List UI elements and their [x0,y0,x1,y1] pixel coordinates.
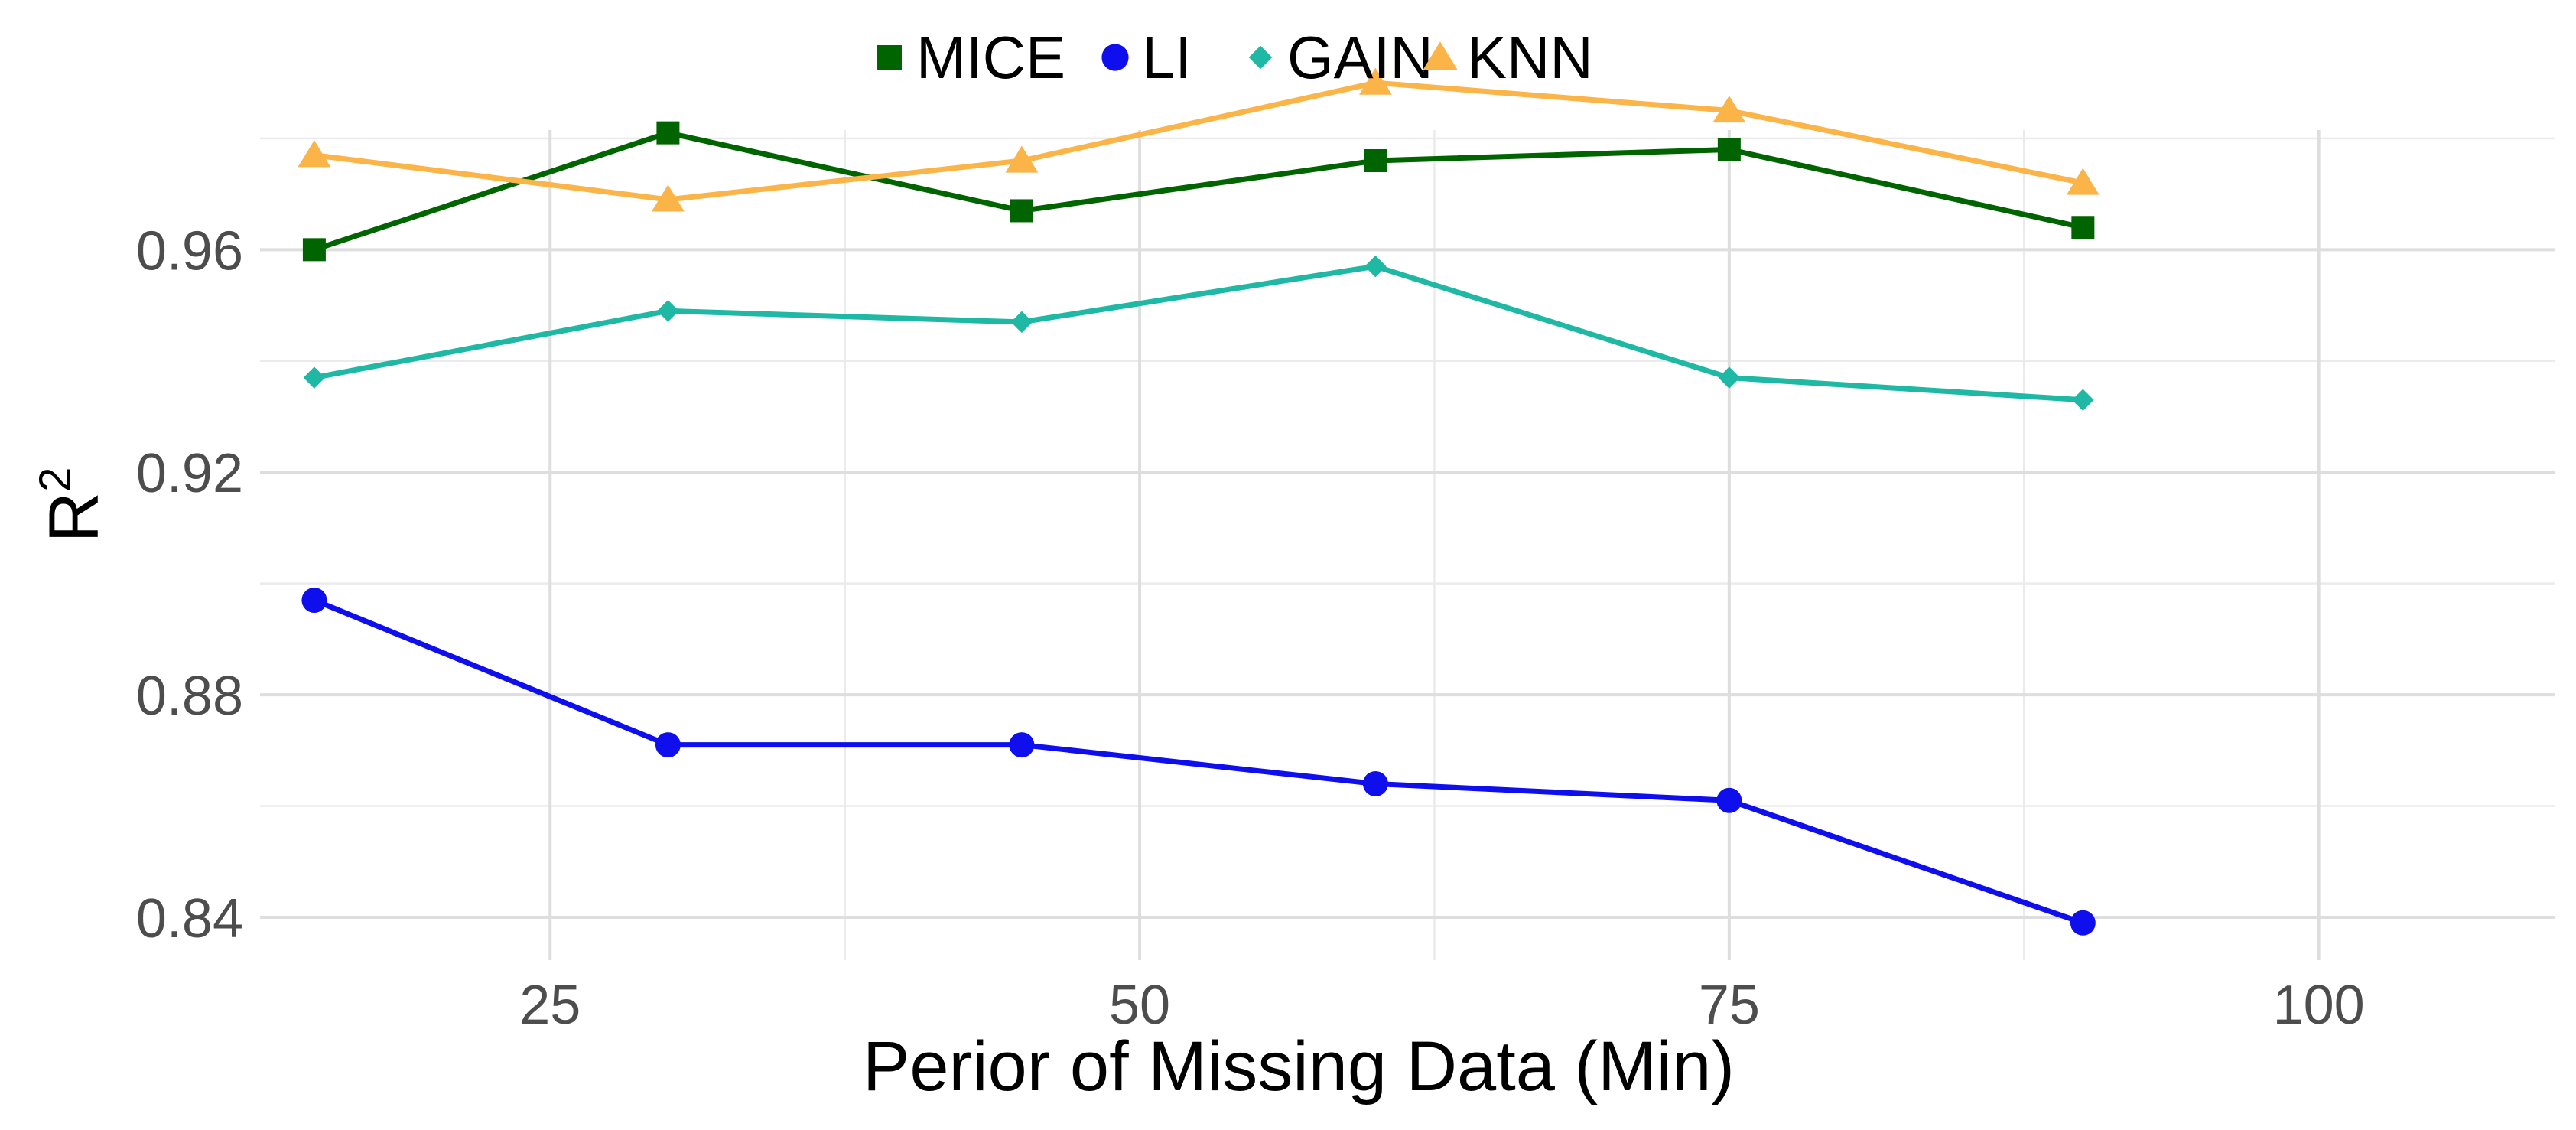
x-tick-label: 100 [2273,975,2365,1036]
data-point-li [1362,770,1388,796]
data-point-li [2070,910,2096,936]
data-point-gain [1718,366,1741,389]
data-point-li [1716,787,1742,813]
legend-item-mice: MICE [877,24,1065,91]
axis-layer: Perior of Missing Data (Min) R2 25 50 75 10… [31,220,2365,1106]
series-line-gain [314,263,2083,403]
y-axis-title-superscript: 2 [31,467,80,492]
x-tick-label: 75 [1699,975,1760,1036]
legend-label-li: LI [1142,24,1192,91]
legend-item-knn: KNN [1423,24,1593,91]
series-line-knn [314,80,2084,203]
data-point-knn [651,184,685,212]
y-tick-label: 0.96 [136,220,243,282]
data-point-knn [1005,145,1039,173]
legend-marker-li [1101,44,1129,71]
data-point-gain [657,300,679,322]
data-point-mice [1010,199,1033,223]
legend-label-mice: MICE [916,24,1065,91]
y-tick-label: 0.88 [136,666,243,727]
data-point-mice [1364,148,1387,172]
y-axis-title: R2 [31,467,113,543]
y-tick-label: 0.84 [136,888,243,949]
gridlines [260,130,2555,960]
data-point-gain [1010,311,1033,334]
series-line-mice [313,130,2084,252]
data-point-mice [656,121,680,145]
legend-marker-mice [877,45,902,70]
legend-marker-knn [1423,41,1458,70]
data-point-li [1009,732,1035,758]
data-point-gain [2072,389,2094,411]
data-point-knn [298,140,331,168]
data-point-mice [2071,216,2095,239]
data-point-mice [302,238,326,262]
data-point-mice [1717,138,1741,161]
data-point-knn [1358,67,1392,95]
legend-label-knn: KNN [1467,24,1593,91]
series-layer [298,67,2100,936]
y-axis-title-base: R [35,492,113,542]
y-tick-label: 0.92 [136,443,243,504]
series-line-li [313,598,2084,926]
legend-item-li: LI [1101,24,1192,91]
legend: MICE LI GAIN KNN [877,24,1593,91]
legend-label-gain: GAIN [1287,24,1433,91]
data-point-li [655,732,681,758]
data-point-li [301,587,327,613]
legend-marker-gain [1248,45,1273,70]
data-point-knn [2066,168,2100,195]
x-tick-label: 25 [519,975,581,1036]
x-tick-label: 50 [1109,975,1170,1036]
data-point-gain [303,366,326,389]
data-point-gain [1364,255,1387,278]
x-axis-title: Perior of Missing Data (Min) [863,1027,1735,1106]
legend-item-gain: GAIN [1248,24,1433,91]
data-point-knn [1712,96,1746,123]
